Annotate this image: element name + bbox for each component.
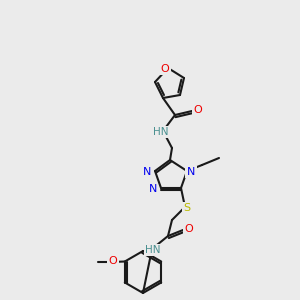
Text: HN: HN <box>153 127 169 137</box>
Text: S: S <box>183 203 190 213</box>
Text: N: N <box>187 167 195 177</box>
Text: O: O <box>194 105 202 115</box>
Text: N: N <box>142 167 151 177</box>
Text: O: O <box>160 64 169 74</box>
Text: N: N <box>148 184 157 194</box>
Text: HN: HN <box>145 245 161 255</box>
Text: O: O <box>184 224 194 234</box>
Text: O: O <box>109 256 117 266</box>
